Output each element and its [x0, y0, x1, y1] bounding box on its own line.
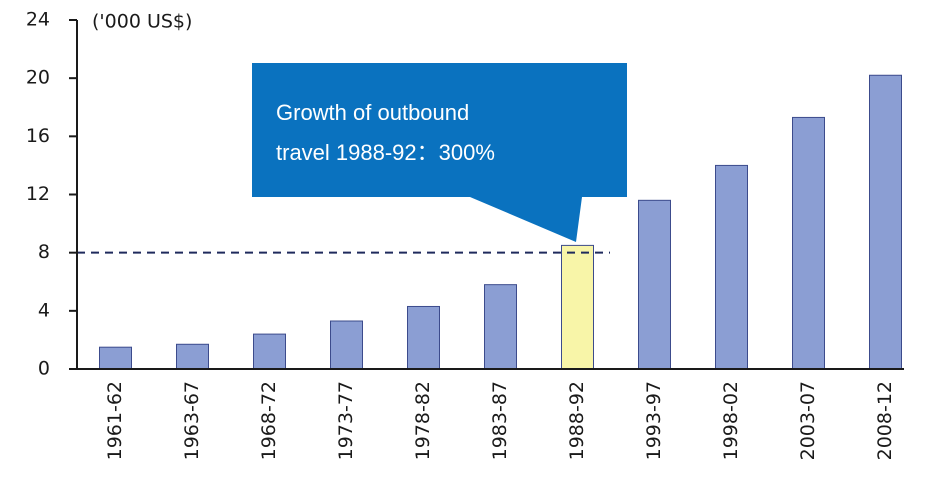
annotation-line: travel 1988-92：300% [276, 140, 495, 165]
y-axis-label: ('000 US$) [92, 11, 192, 33]
x-tick-label: 1968-72 [258, 381, 280, 460]
annotation-line: Growth of outbound [276, 100, 469, 125]
x-tick-label: 2008-12 [874, 381, 896, 460]
y-tick-label: 0 [38, 358, 50, 380]
x-tick-label: 1983-87 [489, 381, 511, 460]
x-tick-label: 2003-07 [797, 381, 819, 460]
x-tick-label: 1998-02 [720, 381, 742, 460]
y-tick-label: 4 [38, 299, 50, 321]
bar [253, 333, 286, 370]
callout: Growth of outbound travel 1988-92：300% [252, 63, 627, 242]
bar [869, 74, 902, 370]
x-tick-label: 1988-92 [566, 381, 588, 460]
x-tick-label: 1978-82 [412, 381, 434, 460]
y-tick-label: 8 [38, 241, 50, 263]
y-tick-label: 20 [26, 67, 50, 89]
callout-box [252, 63, 627, 242]
bar [407, 305, 440, 370]
bar [484, 284, 517, 370]
bar [176, 343, 209, 370]
bar [561, 244, 594, 370]
y-tick-label: 12 [26, 183, 50, 205]
bar [99, 346, 132, 370]
x-tick-label: 1961-62 [104, 381, 126, 460]
bar [638, 199, 671, 370]
bar [330, 320, 363, 370]
y-tick-label: 24 [26, 9, 50, 31]
y-tick-label: 16 [26, 125, 50, 147]
bar [715, 164, 748, 370]
x-tick-label: 1993-97 [643, 381, 665, 460]
x-tick-label: 1963-67 [181, 381, 203, 460]
bar [792, 116, 825, 370]
x-tick-label: 1973-77 [335, 381, 357, 460]
